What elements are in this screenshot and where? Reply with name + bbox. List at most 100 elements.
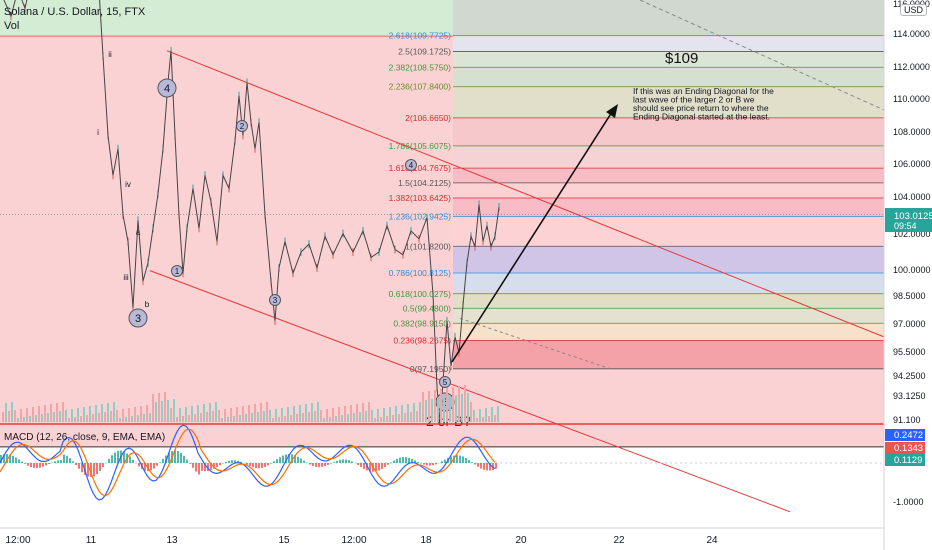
fib-label: 2.236(107.8400) [389,82,452,92]
macd-histogram-bar [216,463,218,467]
volume-bar [470,402,472,422]
price-tick-label: 94.2500 [893,371,926,381]
macd-histogram-bar [27,463,29,466]
macd-histogram-bar [228,461,230,463]
macd-histogram-bar [183,456,185,463]
volume-bar [389,407,391,422]
macd-value-label: 0.2472 [894,430,923,441]
macd-histogram-bar [195,463,197,472]
volume-bar [275,409,277,422]
wave-label: i [97,128,99,137]
macd-histogram-bar [48,463,50,464]
macd-histogram-bar [342,459,344,463]
volume-bar [179,408,181,422]
macd-histogram-bar [276,459,278,463]
macd-histogram-bar [387,463,389,465]
volume-bar [314,411,316,422]
volume-bar [242,406,244,422]
volume-bar [362,403,364,422]
time-tick-label: 24 [706,535,718,546]
macd-tick-label: -1.0000 [893,497,924,507]
macd-histogram-bar [381,463,383,469]
volume-bar [101,404,103,422]
macd-histogram-bar [225,462,227,463]
fib-label: 1.618(104.7675) [389,163,452,173]
volume-bar [152,394,154,422]
macd-histogram-bar [78,463,80,469]
volume-bar [461,394,463,422]
macd-histogram-bar [24,463,26,464]
volume-bar [392,415,394,422]
macd-histogram-bar [72,461,74,463]
volume-bar [269,410,271,422]
volume-bar [245,414,247,422]
macd-histogram-bar [33,463,35,468]
volume-bar [8,411,10,422]
volume-bar [335,416,337,422]
wave-label: iv [125,180,131,189]
volume-bar [56,403,58,422]
fib-label: 0.236(98.2675) [393,335,451,345]
macd-histogram-bar [330,463,332,464]
macd-histogram-bar [351,461,353,463]
volume-bar [413,403,415,422]
macd-histogram-bar [462,456,464,463]
volume-bar [209,403,211,422]
volume-bar [350,405,352,422]
macd-value-label: 0.1129 [894,455,922,466]
price-tick-label: 110.0000 [893,94,930,104]
volume-bar [161,401,163,422]
volume-bar [311,403,313,422]
volume-bar [188,415,190,422]
currency-label[interactable]: USD [900,4,927,16]
volume-bar [479,409,481,422]
macd-histogram-bar [297,457,299,463]
fib-band [453,118,884,146]
volume-bar [200,413,202,422]
time-tick-label: 12:00 [5,535,30,546]
fib-label: 0.5(99.4800) [403,303,451,313]
volume-bar [215,402,217,422]
macd-histogram-bar [429,463,431,466]
macd-histogram-bar [96,463,98,474]
macd-histogram-bar [57,460,59,463]
volume-bar [164,392,166,422]
macd-histogram-bar [273,461,275,463]
volume-bar [173,399,175,422]
macd-histogram-bar [324,463,326,466]
volume-bar [50,404,52,422]
volume-bar [374,418,376,422]
volume-bar [347,414,349,422]
fib-label: 2.618(109.7725) [389,31,452,41]
price-tick-label: 112.0000 [893,62,930,72]
volume-bar [98,413,100,422]
macd-histogram-bar [102,463,104,467]
macd-histogram-bar [474,463,476,465]
volume-bar [167,400,169,422]
macd-histogram-bar [192,463,194,468]
volume-bar [407,404,409,422]
macd-histogram-bar [465,458,467,463]
macd-value-label: 0.1343 [894,443,923,454]
volume-bar [341,415,343,422]
volume-bar [68,418,70,422]
volume-bar [248,405,250,422]
wave-label: 2 [240,122,245,131]
volume-bar [197,405,199,422]
volume-bar [143,414,145,422]
target-label: $109 [665,50,698,67]
price-tick-label: 93.1250 [893,391,926,401]
volume-bar [266,402,268,422]
volume-bar [272,418,274,422]
macd-histogram-bar [30,463,32,467]
fib-label: 2.382(108.5750) [389,62,452,72]
volume-bar [353,413,355,422]
macd-histogram-bar [300,459,302,463]
macd-histogram-bar [156,463,158,466]
volume-bar [356,404,358,422]
volume-bar [29,416,31,422]
volume-bar [26,408,28,422]
chart-header-symbol: Solana / U.S. Dollar, 15, FTX [4,6,145,18]
volume-bar [254,404,256,422]
